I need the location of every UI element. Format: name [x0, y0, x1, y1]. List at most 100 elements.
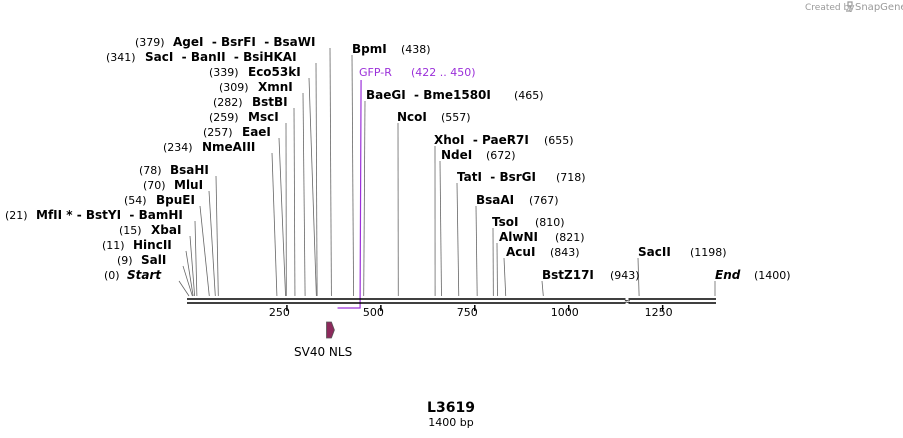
tick-label-250: 250 [269, 306, 290, 319]
site-label-tsoi[interactable]: TsoI [492, 215, 518, 229]
leader-line-bpuei [199, 205, 210, 297]
site-pos-bsahi: (78) [139, 164, 162, 177]
site-label-end[interactable]: End [715, 268, 741, 282]
leader-line-sacii [637, 257, 640, 297]
site-pos-ncoi: (557) [441, 111, 471, 124]
leader-line-tati [456, 182, 460, 297]
leader-line-baegi [363, 100, 366, 297]
site-pos-bsaai: (767) [529, 194, 559, 207]
map-length: 1400 bp [428, 416, 473, 429]
site-pos-mfli: (21) [5, 209, 28, 222]
site-label-sacii[interactable]: SacII [638, 245, 671, 259]
site-label-mfli[interactable]: MfII * - BstYI - BamHI [36, 208, 183, 222]
site-label-bstz17i[interactable]: BstZ17I [542, 268, 594, 282]
site-pos-tsoi: (810) [535, 216, 565, 229]
site-label-start[interactable]: Start [127, 268, 162, 282]
site-pos-ndei: (672) [486, 149, 516, 162]
ruler-ticks: 250 500 750 1000 1250 [269, 305, 673, 319]
feature-arrow[interactable] [326, 321, 335, 339]
site-pos-saci: (341) [106, 51, 136, 64]
site-pos-sacii: (1198) [690, 246, 727, 259]
site-pos-tati: (718) [556, 171, 586, 184]
site-label-tati[interactable]: TatI - BsrGI [457, 170, 536, 184]
site-pos-xhoi: (655) [544, 134, 574, 147]
site-label-saci[interactable]: SacI - BanII - BsiHKAI [145, 50, 297, 64]
site-label-msci[interactable]: MscI [248, 110, 279, 124]
site-pos-xmni: (309) [219, 81, 249, 94]
site-pos-bstbi: (282) [213, 96, 243, 109]
site-label-xmni[interactable]: XmnI [258, 80, 293, 94]
backbone-break-mark: ≈ [624, 297, 631, 306]
site-pos-alwni: (821) [555, 231, 585, 244]
site-label-bsahi[interactable]: BsaHI [170, 163, 209, 177]
site-pos-start: (0) [104, 269, 120, 282]
site-label-xhoi[interactable]: XhoI - PaeR7I [434, 133, 529, 147]
site-label-ncoi[interactable]: NcoI [397, 110, 427, 124]
site-pos-msci: (259) [209, 111, 239, 124]
site-label-alwni[interactable]: AlwNI [499, 230, 538, 244]
site-label-eaei[interactable]: EaeI [242, 125, 271, 139]
site-pos-agei: (379) [135, 36, 165, 49]
map-title: L3619 [427, 400, 475, 416]
site-label-baegi[interactable]: BaeGI - Bme1580I [366, 88, 491, 102]
site-pos-end: (1400) [754, 269, 791, 282]
leader-line-ndei [439, 160, 442, 297]
feature-label[interactable]: SV40 NLS [294, 345, 352, 359]
leader-line-mlui [208, 190, 216, 297]
site-label-bsaai[interactable]: BsaAI [476, 193, 514, 207]
primer-gfp-r[interactable]: GFP-R (422 .. 450) [337, 66, 476, 309]
restriction-site-labels: (379) AgeI - BsrFI - BsaWI (341) SacI - … [5, 35, 791, 282]
tick-label-1250: 1250 [645, 306, 673, 319]
leader-line-eco53ki [308, 77, 317, 297]
site-pos-baegi: (465) [514, 89, 544, 102]
site-label-agei[interactable]: AgeI - BsrFI - BsaWI [173, 35, 315, 49]
site-label-sali[interactable]: SalI [141, 253, 166, 267]
site-leader-lines [178, 47, 716, 297]
site-label-bstbi[interactable]: BstBI [252, 95, 288, 109]
site-pos-sali: (9) [117, 254, 133, 267]
site-label-ndei[interactable]: NdeI [441, 148, 472, 162]
site-label-eco53ki[interactable]: Eco53kI [248, 65, 301, 79]
leader-line-bsaai [475, 205, 478, 297]
leader-line-acui [503, 257, 507, 297]
tick-label-750: 750 [457, 306, 478, 319]
leader-line-start [178, 280, 190, 297]
leader-line-xbai [189, 235, 196, 297]
site-pos-eco53ki: (339) [209, 66, 239, 79]
credit-prefix: Created by [805, 3, 855, 13]
leader-line-saci [315, 62, 318, 297]
leader-line-bstbi [293, 107, 296, 297]
site-pos-mlui: (70) [143, 179, 166, 192]
site-label-nmeaiii[interactable]: NmeAIII [202, 140, 255, 154]
leader-line-mfii [194, 220, 198, 297]
site-label-acui[interactable]: AcuI [506, 245, 535, 259]
tick-label-500: 500 [363, 306, 384, 319]
leader-line-xmni [302, 92, 306, 297]
site-label-xbai[interactable]: XbaI [151, 223, 181, 237]
site-pos-bpuei: (54) [124, 194, 147, 207]
primer-arrow[interactable] [337, 79, 362, 309]
leader-line-agei [329, 47, 332, 297]
site-label-hincii[interactable]: HincII [133, 238, 172, 252]
leader-line-bsahi [215, 175, 219, 297]
leader-line-eaei [278, 137, 286, 297]
site-label-mlui[interactable]: MluI [174, 178, 203, 192]
tick-label-1000: 1000 [551, 306, 579, 319]
leader-line-nmeaiii [271, 152, 278, 297]
leader-line-bpmi [351, 54, 354, 297]
snapgene-credit: Created by SnapGene [805, 1, 903, 13]
site-label-bpuei[interactable]: BpuEI [156, 193, 195, 207]
leader-line-hincii [185, 250, 194, 297]
site-pos-bpmi: (438) [401, 43, 431, 56]
site-pos-bstz17i: (943) [610, 269, 640, 282]
feature-sv40-nls[interactable]: SV40 NLS [294, 321, 352, 359]
site-pos-acui: (843) [550, 246, 580, 259]
site-pos-eaei: (257) [203, 126, 233, 139]
dna-backbone: ≈ [187, 297, 716, 306]
site-pos-xbai: (15) [119, 224, 142, 237]
site-pos-hincii: (11) [102, 239, 125, 252]
primer-label[interactable]: GFP-R [359, 66, 392, 79]
primer-range: (422 .. 450) [411, 66, 476, 79]
site-label-bpmi[interactable]: BpmI [352, 42, 387, 56]
